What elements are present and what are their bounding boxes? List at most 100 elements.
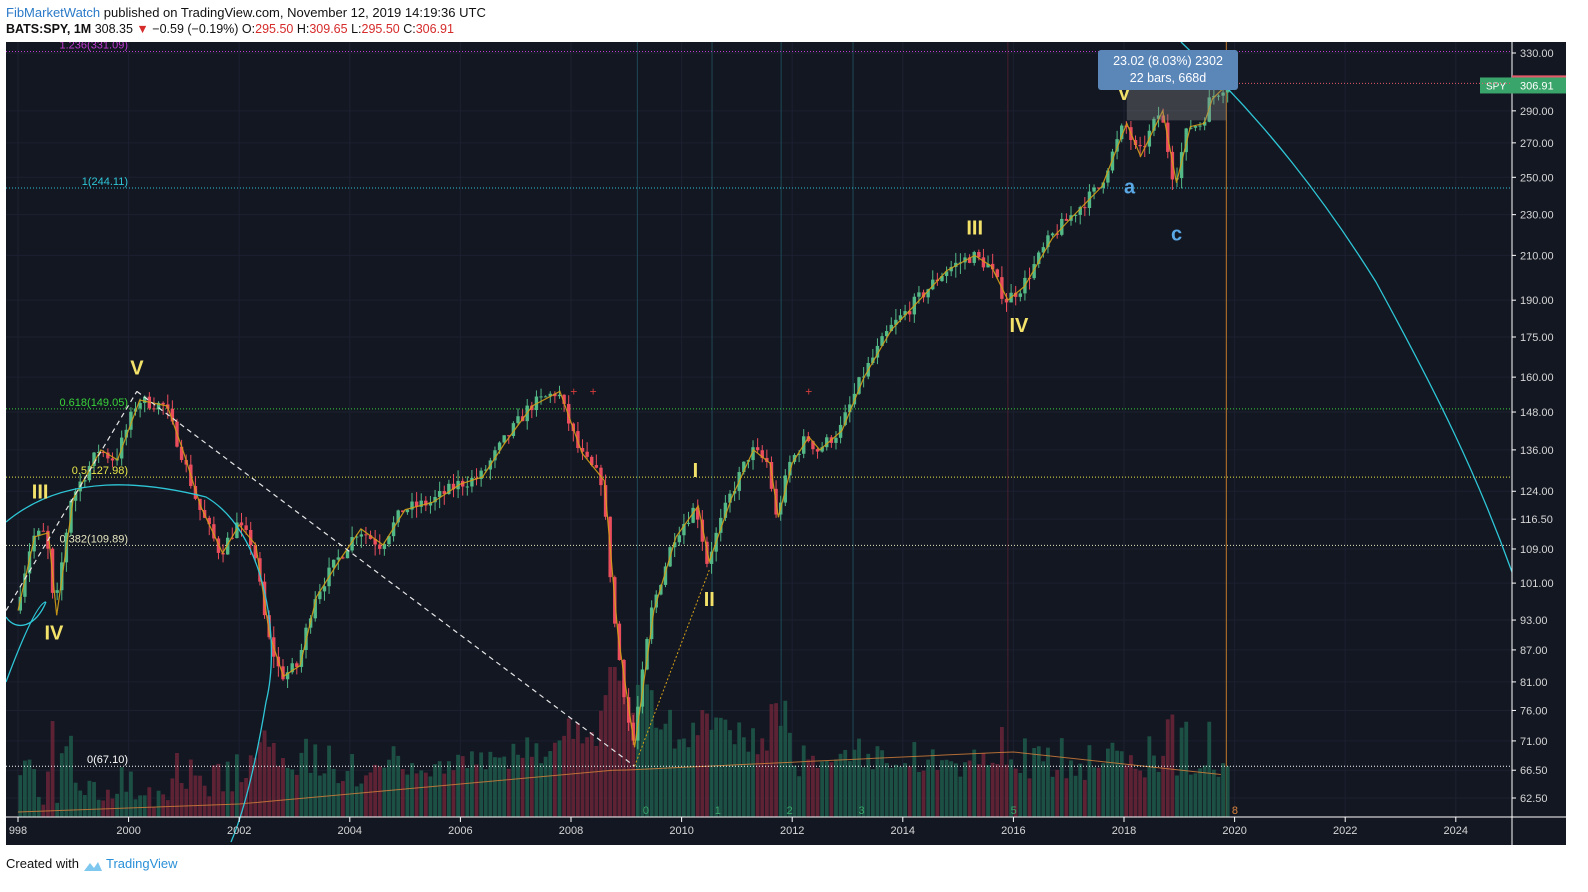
volume-bar	[69, 735, 73, 817]
volume-bar	[414, 773, 419, 817]
x-tick-label: 2008	[559, 825, 583, 837]
candle-body	[507, 435, 511, 437]
volume-bar	[497, 757, 502, 817]
volume-bar	[423, 772, 428, 817]
volume-bar	[350, 754, 355, 817]
volume-bar	[811, 755, 815, 817]
volume-bar	[129, 771, 133, 817]
y-tick-label: 71.00	[1520, 736, 1548, 748]
volume-bar	[769, 704, 774, 817]
volume-bar	[1138, 770, 1143, 817]
cycle-number: 0	[643, 805, 649, 817]
tradingview-brand[interactable]: TradingView	[106, 856, 178, 871]
volume-bar	[340, 781, 345, 817]
volume-bar	[626, 704, 631, 817]
candle-body	[1161, 115, 1165, 123]
author-link[interactable]: FibMarketWatch	[6, 5, 101, 20]
volume-bar	[714, 717, 719, 817]
volume-bar	[857, 738, 861, 817]
candle-body	[1189, 127, 1193, 129]
candle-body	[728, 493, 732, 503]
volume-bar	[940, 760, 944, 817]
wave-label: V	[130, 357, 144, 379]
candle-body	[931, 279, 935, 290]
volume-bar	[787, 732, 792, 817]
candle-body	[1216, 95, 1221, 97]
volume-bar	[193, 775, 198, 817]
volume-bar	[64, 746, 69, 817]
y-tick-label: 230.00	[1520, 210, 1554, 222]
volume-bar	[451, 770, 456, 817]
volume-bar	[1184, 721, 1189, 817]
volume-bar	[990, 762, 995, 817]
volume-bar	[234, 754, 239, 817]
volume-bar	[1179, 727, 1184, 817]
volume-bar	[1050, 776, 1055, 817]
measure-line1: 23.02 (8.03%) 2302	[1113, 54, 1223, 68]
candle-body	[580, 448, 585, 452]
candle-body	[447, 483, 451, 494]
candle-body	[1078, 207, 1082, 215]
candle-body	[719, 517, 723, 533]
volume-bar	[488, 751, 493, 817]
volume-bar	[820, 761, 825, 817]
volume-bar	[663, 723, 668, 817]
candle-body	[32, 535, 36, 552]
candle-body	[322, 586, 327, 592]
candle-body	[857, 377, 861, 394]
volume-bar	[728, 730, 732, 817]
cross-marker: +	[590, 384, 597, 398]
candle-body	[986, 263, 990, 268]
x-tick-label: 2016	[1001, 825, 1025, 837]
candle-body	[55, 590, 59, 593]
wave-label: II	[704, 589, 715, 611]
volume-bar	[433, 764, 437, 817]
volume-bar	[534, 743, 539, 817]
y-tick-label: 250.00	[1520, 172, 1554, 184]
volume-bar	[953, 763, 958, 817]
candle-body	[553, 393, 557, 397]
candle-body	[313, 599, 317, 619]
volume-bar	[921, 770, 926, 817]
volume-bar	[732, 744, 737, 817]
volume-bar	[764, 750, 769, 817]
volume-bar	[1110, 742, 1115, 817]
axes: 330.00 290.00 270.00 250.00 230.00 210.00 190.…	[6, 42, 1566, 845]
volume-bar	[1105, 748, 1110, 817]
volume-bar	[861, 767, 866, 817]
volume-bar	[511, 743, 516, 817]
y-tick-label: 330.00	[1520, 48, 1554, 60]
candle-body	[318, 591, 322, 600]
cyan-arc-small	[6, 601, 47, 626]
volume-bar	[599, 710, 603, 817]
candle-body	[1004, 298, 1009, 303]
volume-bar	[308, 772, 313, 817]
volume-bar	[179, 783, 184, 817]
volume-bar	[792, 765, 797, 817]
candle-body	[479, 470, 483, 479]
publish-header: FibMarketWatch published on TradingView.…	[6, 5, 486, 20]
candle-body	[373, 538, 377, 545]
volume-bar	[695, 735, 700, 817]
candle-body	[129, 411, 133, 430]
volume-bar	[82, 795, 87, 817]
volume-bar	[1078, 763, 1083, 817]
volume-bar	[304, 738, 308, 817]
volume-bar	[202, 785, 207, 817]
volume-bar	[437, 761, 442, 817]
candle-body	[290, 663, 294, 673]
candle-body	[451, 483, 456, 490]
volume-bar	[119, 767, 124, 817]
x-tick-label: 2002	[227, 825, 251, 837]
candle-body	[359, 534, 364, 537]
candle-body	[1152, 118, 1156, 131]
candle-body	[825, 437, 829, 448]
price-chart[interactable]: 1.236(331.09) 1(244.11) 0.618(149.05) 0.5(1…	[6, 42, 1566, 845]
candle-body	[723, 502, 728, 518]
close-price-tag	[1512, 77, 1566, 94]
volume-bar	[1032, 748, 1037, 817]
volume-bar	[801, 745, 806, 817]
candle-body	[1184, 128, 1188, 153]
wave-line	[17, 85, 1227, 748]
volume-bar	[963, 762, 967, 817]
